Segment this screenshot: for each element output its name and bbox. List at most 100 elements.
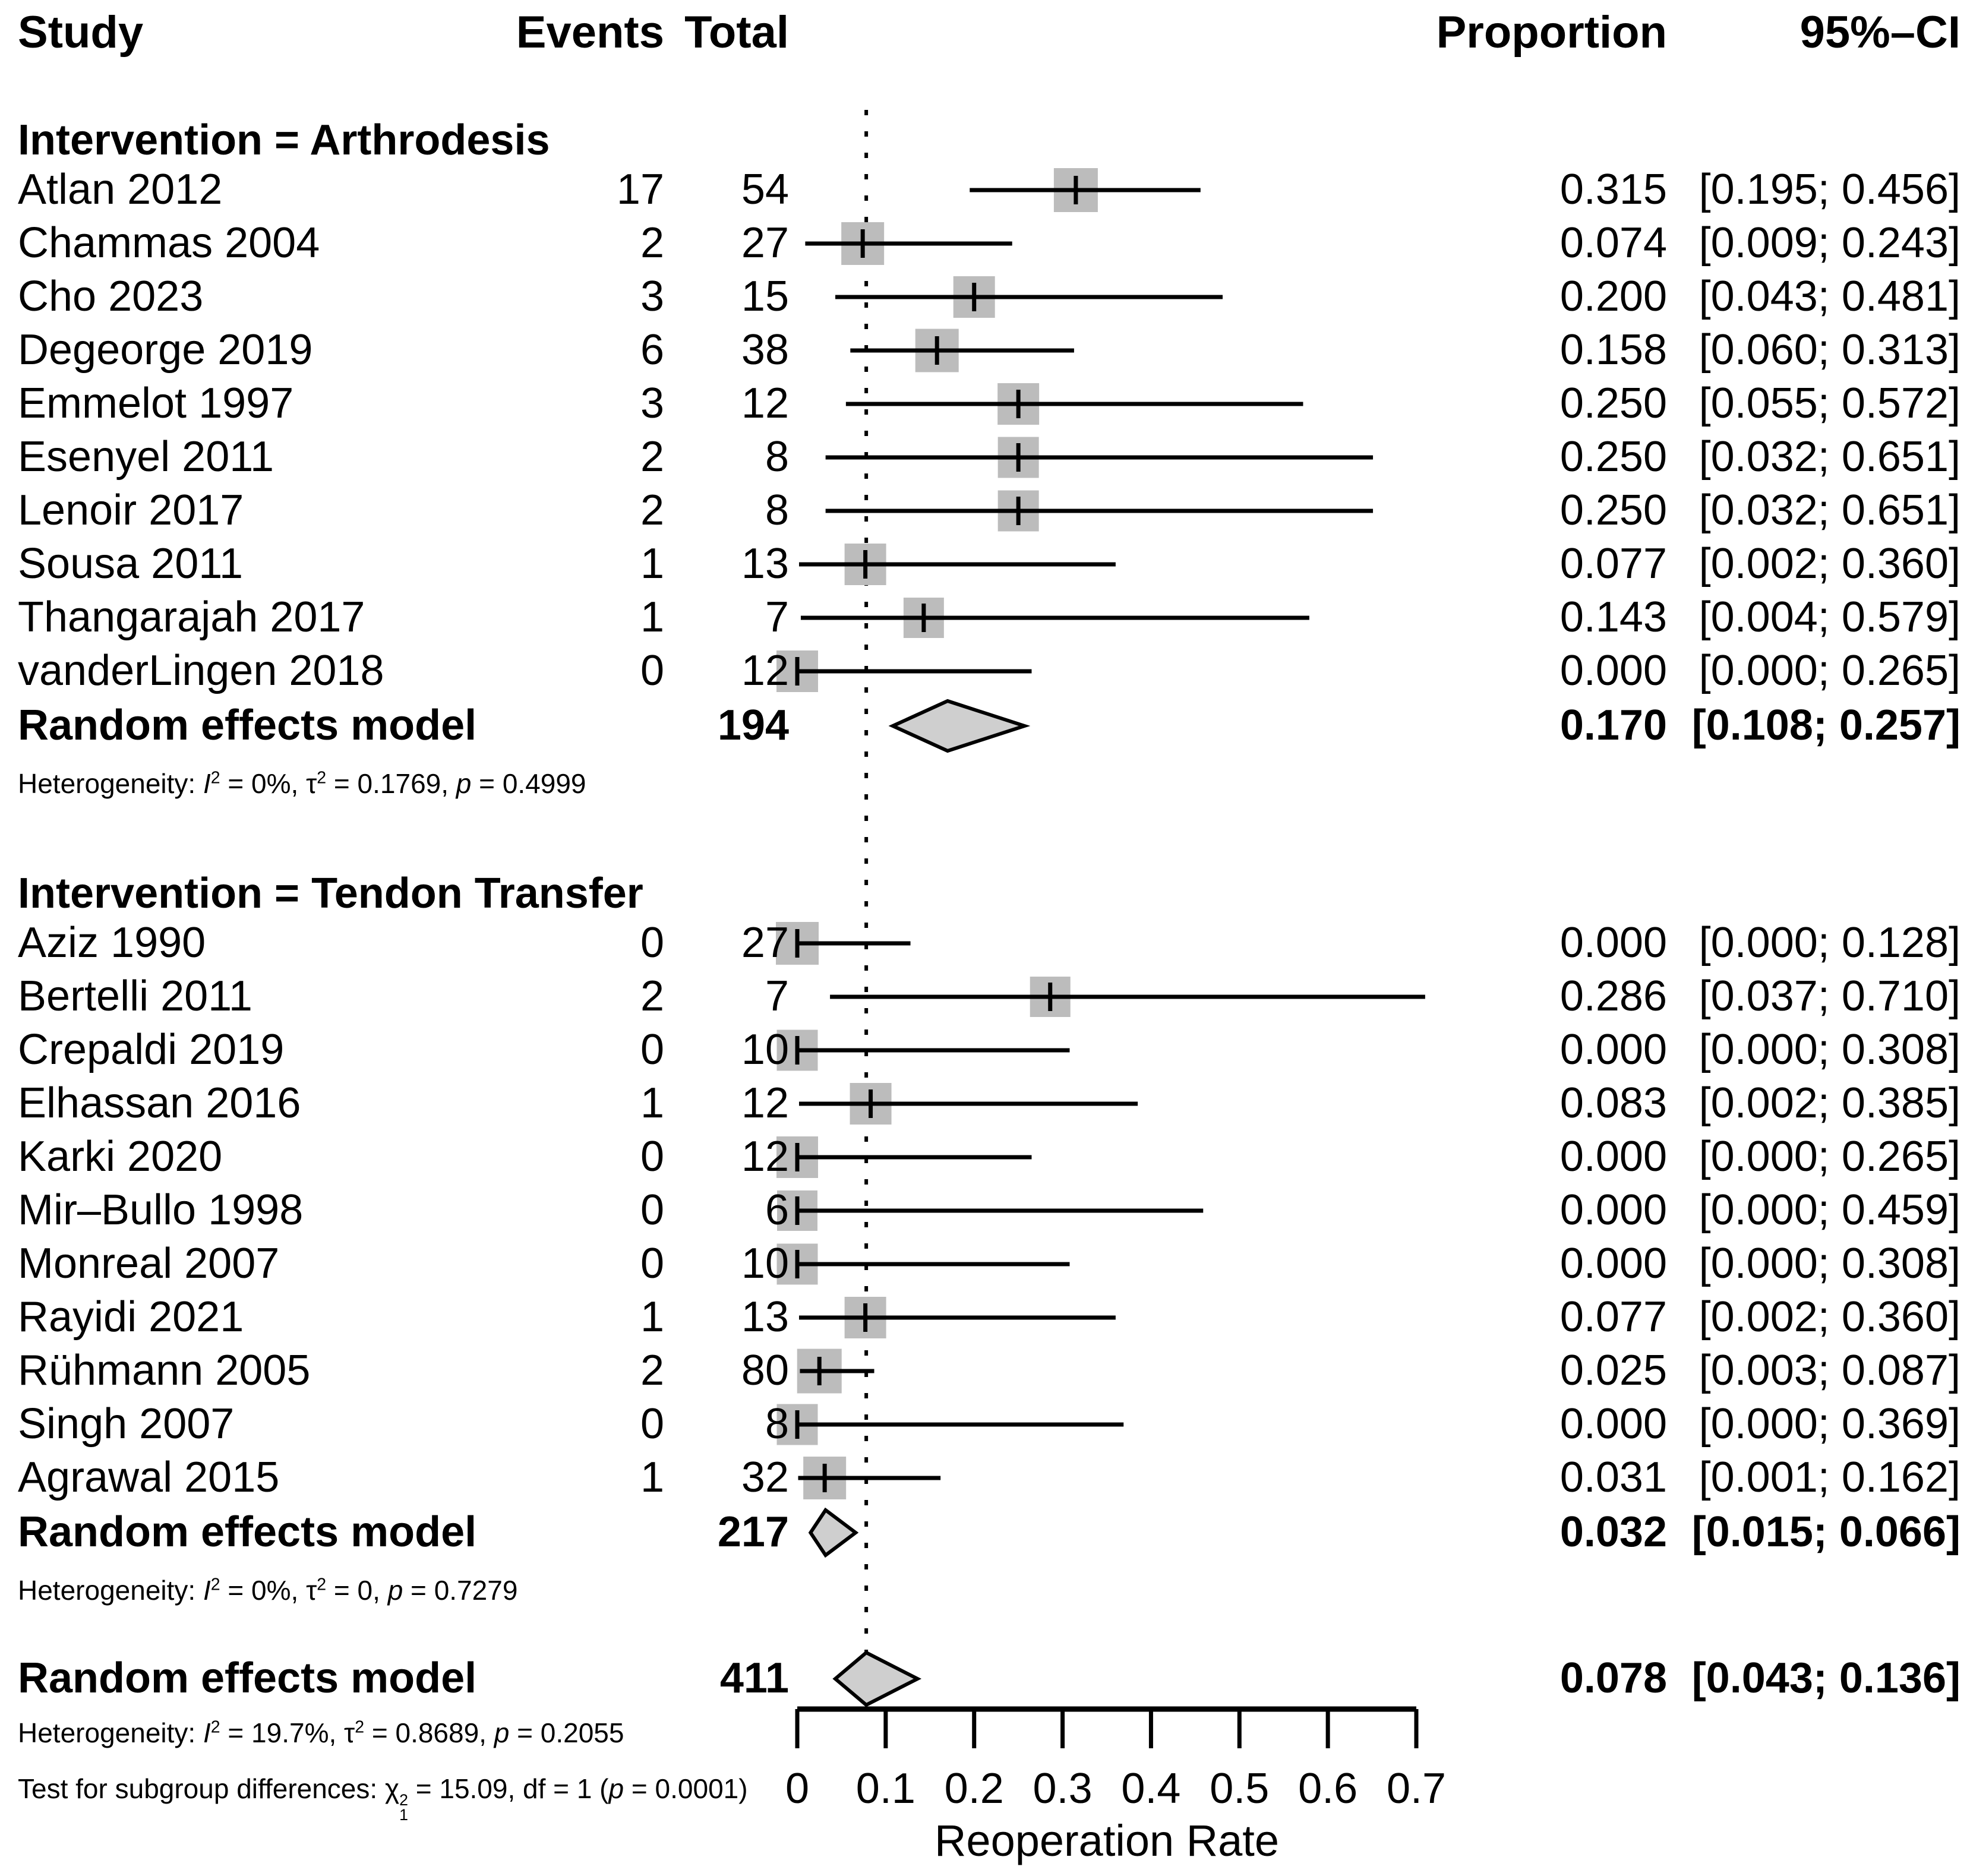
column-header-ci: 95%–CI [1799, 7, 1960, 58]
proportion-value: 0.077 [1559, 1293, 1667, 1341]
events-value: 2 [640, 433, 664, 481]
study-label: Singh 2007 [18, 1400, 235, 1448]
proportion-value: 0.025 [1559, 1347, 1667, 1394]
proportion-value: 0.158 [1559, 326, 1667, 374]
proportion-value: 0.032 [1559, 1508, 1667, 1556]
study-label: Bertelli 2011 [18, 972, 252, 1020]
subgroup-header: Intervention = Tendon Transfer [18, 870, 643, 917]
x-axis-tick-label: 0.5 [1210, 1765, 1270, 1812]
total-value: 13 [741, 1293, 789, 1341]
total-value: 12 [741, 380, 789, 427]
study-label: Esenyel 2011 [18, 433, 274, 481]
ci-value: [0.043; 0.481] [1699, 273, 1960, 320]
total-value: 10 [741, 1026, 789, 1073]
x-axis-tick-label: 0.2 [944, 1765, 1004, 1812]
heterogeneity-note: Heterogeneity: I2 = 19.7%, τ2 = 0.8689, … [18, 1717, 624, 1748]
ci-value: [0.055; 0.572] [1699, 380, 1960, 427]
ci-value: [0.002; 0.360] [1699, 540, 1960, 588]
ci-value: [0.037; 0.710] [1699, 972, 1960, 1020]
proportion-value: 0.083 [1559, 1079, 1667, 1127]
total-value: 217 [717, 1508, 789, 1556]
events-value: 1 [640, 1079, 664, 1127]
events-value: 3 [640, 380, 664, 427]
ci-value: [0.000; 0.369] [1699, 1400, 1960, 1448]
summary-label: Random effects model [18, 1508, 477, 1556]
total-value: 6 [765, 1186, 789, 1234]
proportion-value: 0.000 [1559, 1026, 1667, 1073]
heterogeneity-note: Heterogeneity: I2 = 0%, τ2 = 0.1769, p =… [18, 768, 586, 799]
ci-value: [0.195; 0.456] [1699, 166, 1960, 213]
events-value: 2 [640, 487, 664, 534]
events-value: 0 [640, 647, 664, 694]
ci-value: [0.060; 0.313] [1699, 326, 1960, 374]
total-value: 8 [765, 487, 789, 534]
total-value: 194 [717, 702, 789, 749]
proportion-value: 0.000 [1559, 1400, 1667, 1448]
x-axis-tick-label: 0 [785, 1765, 810, 1812]
ci-value: [0.000; 0.265] [1699, 647, 1960, 694]
column-header-events: Events [516, 7, 664, 58]
proportion-value: 0.250 [1559, 380, 1667, 427]
column-header-proportion: Proportion [1436, 7, 1667, 58]
ci-value: [0.032; 0.651] [1699, 433, 1960, 481]
proportion-value: 0.077 [1559, 540, 1667, 588]
events-value: 1 [640, 540, 664, 588]
total-value: 54 [741, 166, 789, 213]
study-label: Atlan 2012 [18, 166, 223, 213]
proportion-value: 0.000 [1559, 647, 1667, 694]
summary-diamond [808, 1507, 859, 1558]
column-header-study: Study [18, 7, 144, 58]
proportion-value: 0.000 [1559, 1240, 1667, 1287]
total-value: 12 [741, 1079, 789, 1127]
events-value: 1 [640, 1454, 664, 1501]
events-value: 0 [640, 919, 664, 967]
events-value: 17 [616, 166, 664, 213]
total-value: 10 [741, 1240, 789, 1287]
study-label: Cho 2023 [18, 273, 204, 320]
total-value: 12 [741, 1133, 789, 1180]
study-label: Degeorge 2019 [18, 326, 313, 374]
summary-diamond [832, 1650, 922, 1707]
proportion-value: 0.286 [1559, 972, 1667, 1020]
events-value: 0 [640, 1026, 664, 1073]
proportion-value: 0.200 [1559, 273, 1667, 320]
ci-value: [0.000; 0.128] [1699, 919, 1960, 967]
events-value: 2 [640, 219, 664, 267]
study-label: Elhassan 2016 [18, 1079, 301, 1127]
column-header-total: Total [684, 7, 789, 58]
x-axis-tick-label: 0.1 [855, 1765, 915, 1812]
events-value: 3 [640, 273, 664, 320]
proportion-value: 0.000 [1559, 1133, 1667, 1180]
ci-value: [0.003; 0.087] [1699, 1347, 1960, 1394]
ci-value: [0.032; 0.651] [1699, 487, 1960, 534]
events-value: 0 [640, 1186, 664, 1234]
study-label: Chammas 2004 [18, 219, 320, 267]
study-label: Rayidi 2021 [18, 1293, 244, 1341]
proportion-value: 0.250 [1559, 433, 1667, 481]
total-value: 80 [741, 1347, 789, 1394]
total-value: 8 [765, 1400, 789, 1448]
proportion-value: 0.315 [1559, 166, 1667, 213]
ci-value: [0.000; 0.308] [1699, 1240, 1960, 1287]
proportion-value: 0.000 [1559, 1186, 1667, 1234]
ci-value: [0.043; 0.136] [1691, 1654, 1960, 1702]
events-value: 0 [640, 1240, 664, 1287]
ci-value: [0.108; 0.257] [1691, 702, 1960, 749]
summary-label: Random effects model [18, 702, 477, 749]
total-value: 8 [765, 433, 789, 481]
study-label: Lenoir 2017 [18, 487, 244, 534]
x-axis-tick-label: 0.3 [1033, 1765, 1093, 1812]
proportion-value: 0.078 [1559, 1654, 1667, 1702]
study-label: Rühmann 2005 [18, 1347, 311, 1394]
x-axis-tick-label: 0.7 [1386, 1765, 1447, 1812]
ci-value: [0.000; 0.265] [1699, 1133, 1960, 1180]
proportion-value: 0.031 [1559, 1454, 1667, 1501]
study-label: Sousa 2011 [18, 540, 243, 588]
ci-value: [0.009; 0.243] [1699, 219, 1960, 267]
ci-value: [0.002; 0.360] [1699, 1293, 1960, 1341]
total-value: 27 [741, 219, 789, 267]
total-value: 13 [741, 540, 789, 588]
total-value: 32 [741, 1454, 789, 1501]
total-value: 12 [741, 647, 789, 694]
